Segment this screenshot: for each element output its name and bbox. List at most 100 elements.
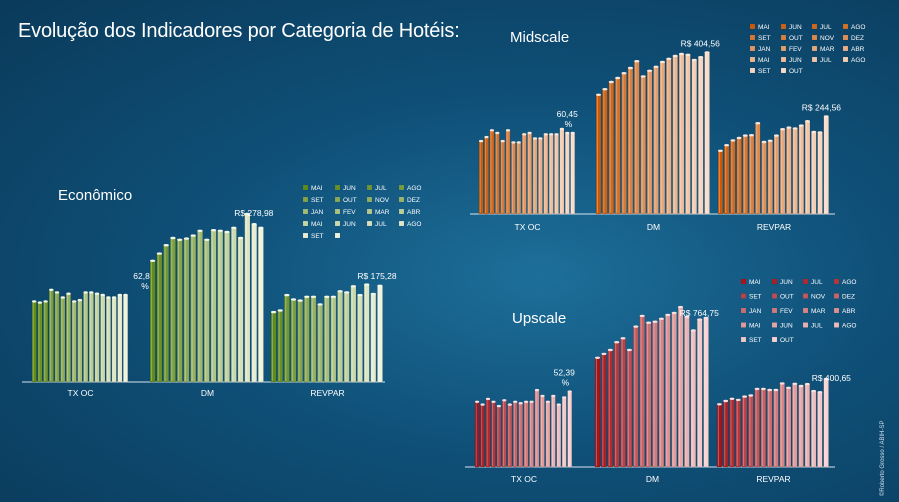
bar	[567, 391, 572, 468]
bar	[773, 389, 779, 468]
bar-cap	[653, 65, 659, 69]
bar	[804, 383, 811, 468]
legend-swatch	[740, 278, 747, 285]
bar-cap	[364, 283, 370, 286]
bar	[111, 297, 117, 383]
bar-highlight	[503, 401, 504, 466]
bar-cap	[672, 54, 678, 58]
bar-highlight	[627, 351, 629, 466]
legend-swatch	[802, 307, 809, 314]
bar	[363, 284, 370, 383]
bar-cap	[297, 299, 303, 302]
bar-cap	[659, 60, 665, 64]
bar-highlight	[101, 296, 103, 381]
bar-cap	[817, 131, 823, 134]
bar-highlight	[191, 236, 193, 381]
legend-swatch	[302, 196, 309, 203]
bar	[698, 57, 704, 215]
bar-cap	[117, 293, 123, 297]
bar-cap	[49, 288, 54, 291]
legend-label: AGO	[842, 279, 856, 286]
bar-highlight	[685, 317, 687, 467]
bar-highlight	[512, 143, 513, 213]
legend-swatch	[842, 23, 849, 30]
legend-swatch	[802, 293, 809, 299]
bar	[608, 81, 614, 215]
bar-highlight	[799, 387, 801, 466]
bar-highlight	[824, 380, 826, 466]
bar-highlight	[524, 402, 526, 467]
bar-cap	[698, 56, 704, 59]
bar-highlight	[481, 405, 483, 466]
legend-swatch	[398, 196, 405, 203]
bar-cap	[271, 310, 277, 314]
legend-label: JUN	[343, 221, 356, 228]
legend-label: OUT	[780, 294, 794, 301]
bar-cap	[691, 58, 697, 62]
bar	[270, 311, 277, 383]
bar	[543, 134, 549, 215]
bar	[554, 134, 559, 215]
bar-cap	[570, 131, 575, 135]
legend-swatch	[749, 34, 756, 41]
bar-highlight	[271, 313, 273, 381]
bar	[496, 405, 502, 468]
bar-highlight	[285, 296, 287, 381]
bar-cap	[545, 400, 551, 403]
chart-legend: MAI JUN JUL AGO SET OUT NOV DEZ JAN FEV MAR ABR MAI J…	[740, 278, 856, 344]
bar	[65, 293, 71, 383]
data-label: R$ 764,75	[680, 308, 719, 318]
bar-cap	[767, 388, 773, 392]
bar-cap	[735, 398, 741, 402]
bar-cap	[522, 133, 527, 136]
bar	[677, 306, 684, 468]
bar-cap	[83, 291, 88, 294]
legend-label: JUL	[820, 57, 832, 64]
legend-label: JUN	[789, 57, 802, 64]
legend-swatch	[833, 278, 840, 285]
bar-cap	[565, 131, 570, 135]
bar-cap	[513, 400, 518, 403]
legend-swatch	[334, 184, 341, 191]
legend-label: FEV	[780, 308, 793, 315]
legend-label: SET	[749, 294, 762, 301]
chart-midscale: Midscale TX OC 60,45% DM R$ 404,56 REVPAR R$ 2…	[470, 23, 865, 232]
bar	[31, 301, 37, 383]
chart-econômico: Econômico TX OC 62,83% DM R$ 278,98 REVPAR R$ …	[22, 184, 421, 398]
bar	[277, 310, 284, 383]
bar	[748, 395, 754, 468]
bar-highlight	[595, 358, 597, 466]
bar	[659, 61, 666, 215]
bar	[83, 292, 89, 383]
bar	[570, 132, 575, 215]
bar	[88, 292, 94, 383]
bar	[540, 395, 545, 468]
legend-swatch	[366, 196, 373, 203]
legend-label: JAN	[311, 209, 324, 216]
bar-cap	[507, 403, 512, 406]
bar-highlight	[793, 129, 795, 213]
bar	[529, 401, 534, 468]
bar-cap	[779, 382, 785, 385]
bar-highlight	[506, 131, 508, 213]
legend-swatch	[802, 322, 809, 328]
bar-highlight	[305, 297, 307, 382]
bar-highlight	[517, 143, 519, 213]
bar-cap	[634, 60, 640, 63]
bar-cap	[717, 403, 722, 406]
bar-highlight	[497, 407, 499, 466]
bar-highlight	[205, 240, 207, 381]
bar-highlight	[768, 391, 770, 466]
bar-highlight	[805, 385, 807, 466]
bar	[48, 289, 54, 383]
bar-cap	[607, 348, 613, 352]
data-label-unit: %	[141, 281, 149, 291]
bar-cap	[748, 394, 754, 397]
bar	[251, 223, 258, 383]
bar	[337, 291, 343, 383]
data-label-unit: %	[562, 378, 570, 388]
bar-cap	[54, 291, 60, 294]
bar	[736, 137, 742, 215]
legend-label: JAN	[749, 308, 762, 315]
